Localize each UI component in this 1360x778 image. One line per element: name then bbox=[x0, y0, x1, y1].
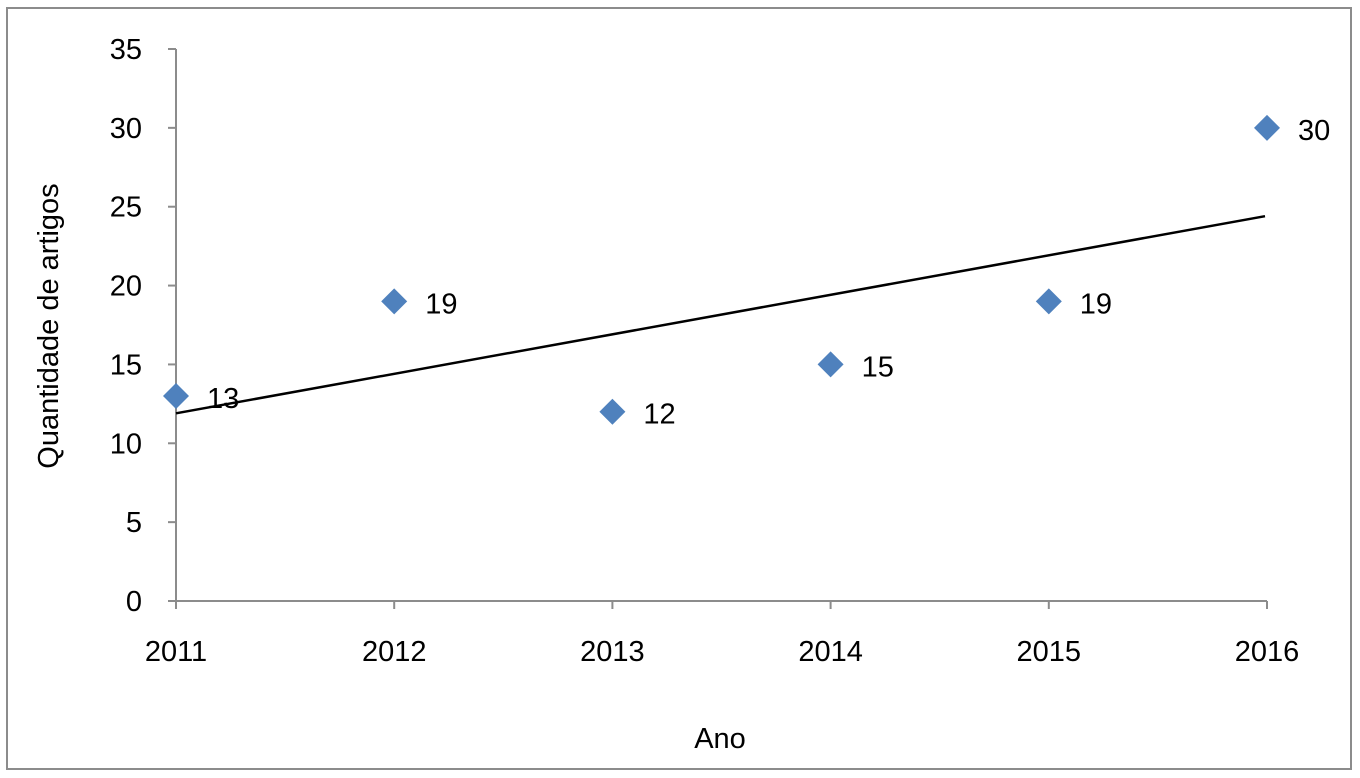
data-label-2015: 19 bbox=[1080, 288, 1112, 320]
x-tick-label: 2011 bbox=[145, 636, 207, 668]
x-axis-ticks: 2011 2012 2013 2014 2015 2016 bbox=[145, 601, 1299, 668]
chart-border bbox=[6, 7, 1352, 770]
y-axis-title: Quantidade de artigos bbox=[33, 183, 65, 468]
x-tick-label: 2013 bbox=[580, 636, 645, 668]
y-tick-label: 30 bbox=[110, 113, 142, 145]
y-tick-label: 10 bbox=[110, 428, 142, 460]
data-points bbox=[163, 114, 1280, 425]
x-tick-label: 2012 bbox=[362, 636, 427, 668]
data-point-2015 bbox=[1035, 288, 1062, 315]
x-tick-label: 2015 bbox=[1017, 636, 1082, 668]
data-labels: 13 19 12 15 19 30 bbox=[207, 115, 1330, 431]
data-label-2011: 13 bbox=[207, 383, 239, 415]
trendline bbox=[175, 214, 1266, 415]
y-tick-label: 0 bbox=[126, 586, 142, 618]
y-axis-ticks: 0 5 10 15 20 25 30 35 bbox=[110, 34, 176, 618]
data-label-2013: 12 bbox=[643, 399, 675, 431]
data-point-2012 bbox=[381, 288, 408, 315]
data-point-2011 bbox=[163, 382, 189, 409]
y-tick-label: 20 bbox=[110, 271, 142, 303]
x-tick-label: 2016 bbox=[1235, 636, 1300, 668]
y-tick-label: 5 bbox=[126, 507, 142, 539]
y-tick-label: 35 bbox=[110, 34, 142, 66]
data-point-2013 bbox=[599, 398, 626, 425]
data-label-2016: 30 bbox=[1298, 115, 1330, 147]
data-point-2014 bbox=[817, 351, 844, 378]
x-axis-title: Ano bbox=[694, 723, 746, 755]
data-point-2016 bbox=[1254, 114, 1280, 141]
y-tick-label: 15 bbox=[110, 349, 142, 381]
data-label-2014: 15 bbox=[862, 351, 894, 383]
x-tick-label: 2014 bbox=[798, 636, 863, 668]
data-label-2012: 19 bbox=[425, 288, 457, 320]
y-tick-label: 25 bbox=[110, 192, 142, 224]
